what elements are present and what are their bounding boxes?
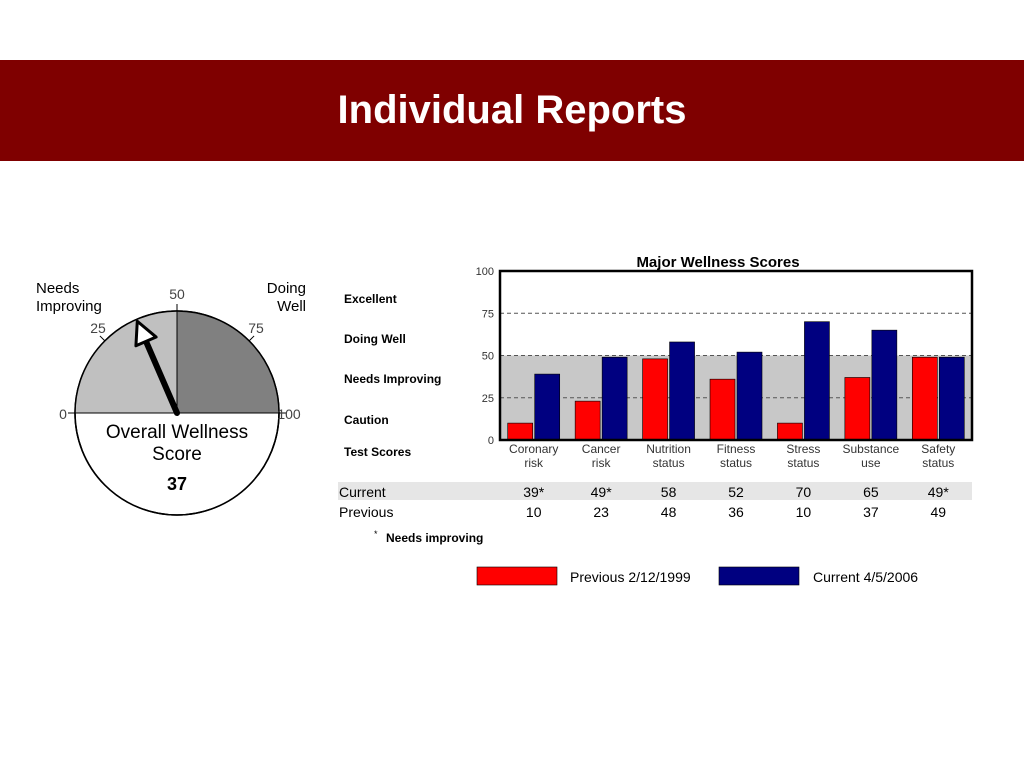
wellness-bar-chart: Major Wellness Scores 0 25 50 75 100 Excellent… — [338, 254, 974, 586]
bar-current — [601, 356, 628, 441]
table-cell: 36 — [728, 504, 744, 520]
bar-previous — [777, 422, 803, 441]
x-tick-label: Nutrition — [646, 442, 691, 456]
table-cell: 37 — [863, 504, 879, 520]
x-tick-label: Safety — [921, 442, 955, 456]
table-cell: 65 — [863, 484, 879, 500]
band-label: Doing Well — [344, 332, 406, 346]
legend-label: Current 4/5/2006 — [813, 569, 918, 585]
gauge-tick-label: 50 — [169, 286, 185, 302]
table-cell: 49 — [930, 504, 946, 520]
x-tick-label: Cancer — [582, 442, 621, 456]
gauge-needs-improving-label: Needs — [36, 280, 79, 297]
footnote-text: Needs improving — [386, 531, 483, 545]
x-tick-label: Substance — [842, 442, 899, 456]
band-label: Excellent — [344, 292, 397, 306]
gauge-tick-mark — [99, 335, 106, 342]
bar-current — [669, 341, 695, 441]
footnote-mark: * — [374, 529, 378, 539]
x-tick-label: status — [720, 456, 752, 470]
gauge-caption: Overall Wellness — [106, 422, 248, 443]
table-cell: 49* — [928, 484, 950, 500]
band-label: Caution — [344, 413, 389, 427]
gauge-needs-improving-label: Improving — [36, 298, 102, 315]
x-tick-label: status — [787, 456, 819, 470]
band-label: Test Scores — [344, 445, 411, 459]
x-tick-label: use — [861, 456, 881, 470]
y-tick-label: 100 — [476, 266, 494, 278]
band-label: Needs Improving — [344, 372, 441, 386]
table-cell: 58 — [661, 484, 677, 500]
x-tick-label: status — [653, 456, 685, 470]
x-tick-label: status — [922, 456, 954, 470]
table-cell: 52 — [728, 484, 744, 500]
gauge-tick-mark — [248, 335, 255, 342]
bar-current — [871, 329, 898, 441]
y-tick-label: 75 — [482, 308, 494, 320]
legend-swatch — [718, 566, 800, 586]
y-tick-label: 0 — [488, 435, 494, 447]
table-cell: 10 — [526, 504, 542, 520]
legend-label: Previous 2/12/1999 — [570, 569, 691, 585]
table-row-band — [338, 482, 972, 500]
bar-previous — [642, 358, 668, 441]
gauge-doing-well-label: Well — [277, 298, 306, 315]
chart-plot-border — [498, 269, 974, 442]
x-tick-label: Fitness — [717, 442, 756, 456]
chart-title: Major Wellness Scores — [636, 254, 799, 271]
x-tick-label: Coronary — [509, 442, 558, 456]
gauge-caption: Score — [152, 444, 202, 465]
gauge-tick-label: 100 — [277, 406, 301, 422]
bar-previous — [574, 400, 601, 441]
bar-previous — [844, 377, 871, 441]
bar-previous — [507, 422, 534, 441]
legend-swatch — [476, 566, 558, 586]
y-tick-label: 50 — [482, 351, 494, 363]
gauge-tick-label: 75 — [248, 320, 264, 336]
table-row-label: Current — [339, 484, 386, 500]
bar-previous — [911, 356, 938, 441]
table-cell: 10 — [796, 504, 812, 520]
table-cell: 23 — [593, 504, 609, 520]
table-cell: 70 — [796, 484, 812, 500]
table-cell: 39* — [523, 484, 545, 500]
table-row-label: Previous — [339, 504, 393, 520]
bar-current — [938, 356, 965, 441]
gauge-doing-well-label: Doing — [267, 280, 306, 297]
title-bar: Individual Reports — [0, 60, 1024, 161]
gauge-needle — [143, 338, 180, 416]
gauge-score-value: 37 — [167, 474, 187, 494]
bar-current — [736, 351, 763, 441]
gauge-needle-arrowhead — [134, 319, 158, 348]
gauge-doing-well-zone — [177, 311, 279, 413]
x-tick-label: Stress — [786, 442, 820, 456]
bar-current — [534, 373, 561, 441]
page-title: Individual Reports — [337, 88, 687, 132]
table-cell: 49* — [591, 484, 613, 500]
gauge-tick-label: 0 — [59, 406, 67, 422]
y-tick-label: 25 — [482, 393, 494, 405]
x-tick-label: risk — [524, 456, 544, 470]
gauge-tick-label: 25 — [90, 320, 106, 336]
bar-previous — [709, 378, 736, 441]
x-tick-label: risk — [592, 456, 612, 470]
table-cell: 48 — [661, 504, 677, 520]
bar-current — [804, 321, 830, 441]
